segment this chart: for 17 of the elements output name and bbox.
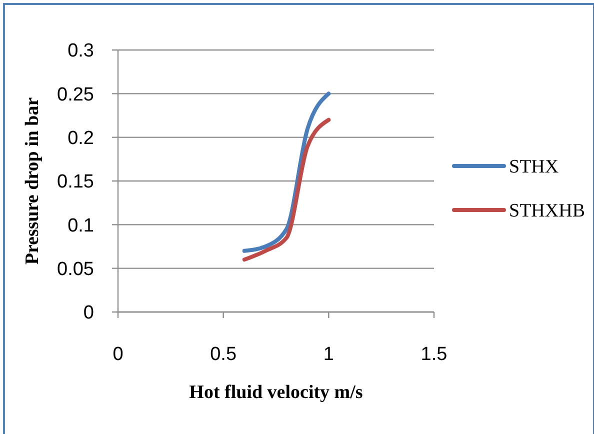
legend-label: STHX [509,156,559,178]
x-tick-label: 0 [112,344,124,365]
y-tick-label: 0.1 [68,215,94,236]
y-tick-label: 0.25 [57,84,94,106]
x-axis-title: Hot fluid velocity m/s [189,382,363,403]
y-tick-label: 0 [83,302,94,324]
x-tick-label: 0.5 [210,344,237,365]
line-series [242,92,331,253]
y-tick-label: 0.15 [57,172,94,193]
y-tick-label: 0.2 [68,128,94,149]
legend-label: STHXHB [509,200,586,222]
x-tick-label: 1.5 [420,344,448,365]
y-tick-label: 0.05 [57,258,94,280]
y-axis-title: Pressure drop in bar [22,96,43,265]
x-tick-label: 1 [323,344,334,365]
y-tick-label: 0.3 [68,40,94,62]
line-series [242,118,331,262]
